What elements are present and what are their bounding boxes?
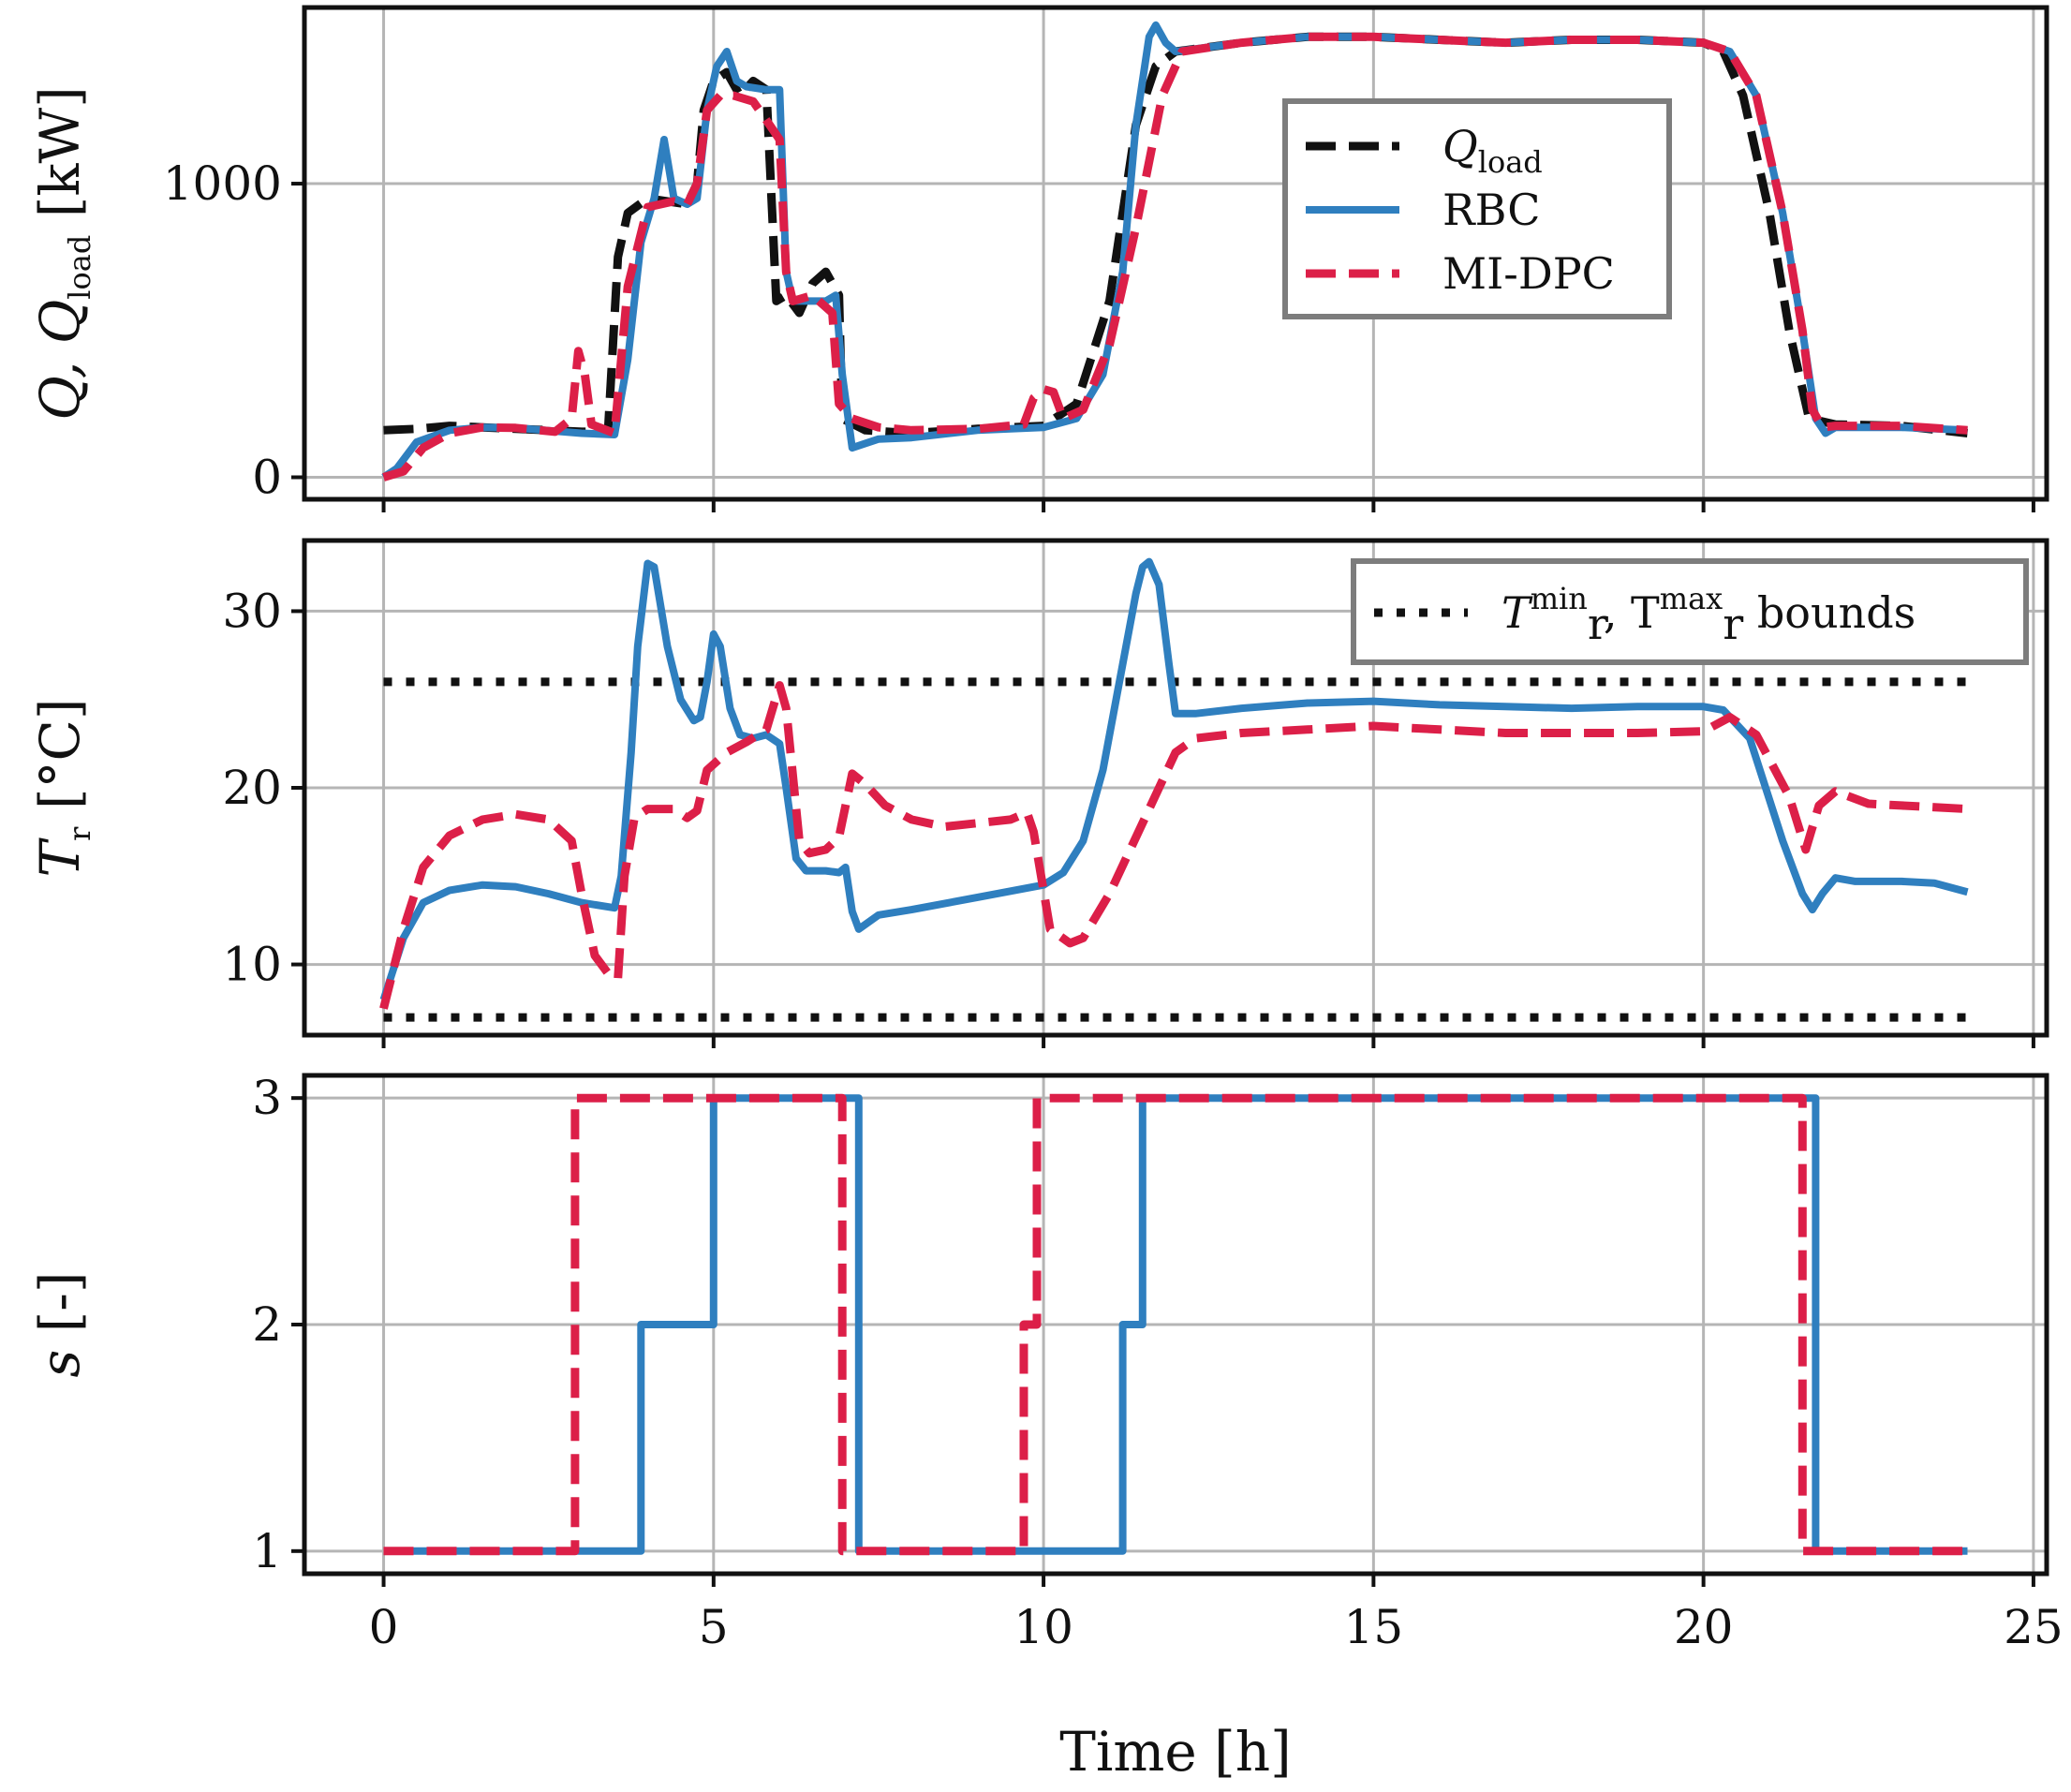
panel-stage: 1 2 3 0 5 10 15 20 25 s [-]	[28, 1071, 2064, 1654]
y-tick-label: 1	[252, 1524, 282, 1578]
x-tick-label: 5	[699, 1600, 729, 1654]
legend-label: Qload	[1442, 121, 1543, 180]
series-temperature-rbc	[379, 557, 1969, 1001]
x-tick-label: 25	[2004, 1600, 2064, 1654]
y-axis-title-temperature: Tr [°C]	[28, 698, 97, 877]
panel-room-temperature: 10 20 30 Tr [°C] Tminr, Tmaxr bounds	[28, 538, 2049, 1048]
series-heat-mi-dpc	[382, 32, 1968, 481]
x-tick-label: 15	[1344, 1600, 1404, 1654]
y-tick-label: 0	[252, 450, 282, 504]
legend-label: RBC	[1442, 185, 1541, 235]
series-temperature-mi-dpc	[379, 681, 1968, 1010]
axes-frame	[302, 5, 2049, 502]
y-axis-title-stage: s [-]	[28, 1271, 92, 1377]
x-tick-label: 0	[369, 1600, 399, 1654]
x-tick-label: 10	[1013, 1600, 1073, 1654]
y-tick-label: 10	[222, 938, 282, 992]
y-tick-label: 30	[222, 584, 282, 638]
y-tick-label: 1000	[163, 156, 282, 211]
x-axis-title: Time [h]	[1059, 1720, 1292, 1784]
y-tick-label: 2	[252, 1297, 282, 1352]
x-tick-label: 20	[1674, 1600, 1734, 1654]
legend-label: Tminr, Tmaxr bounds	[1501, 581, 1916, 649]
series-stage-mi-dpc	[383, 1093, 1968, 1556]
y-axis-title-heat: Q, Qload [kW]	[28, 86, 97, 421]
y-tick-label: 20	[222, 761, 282, 815]
y-tick-label: 3	[252, 1071, 282, 1125]
legend-label: MI-DPC	[1442, 248, 1615, 299]
